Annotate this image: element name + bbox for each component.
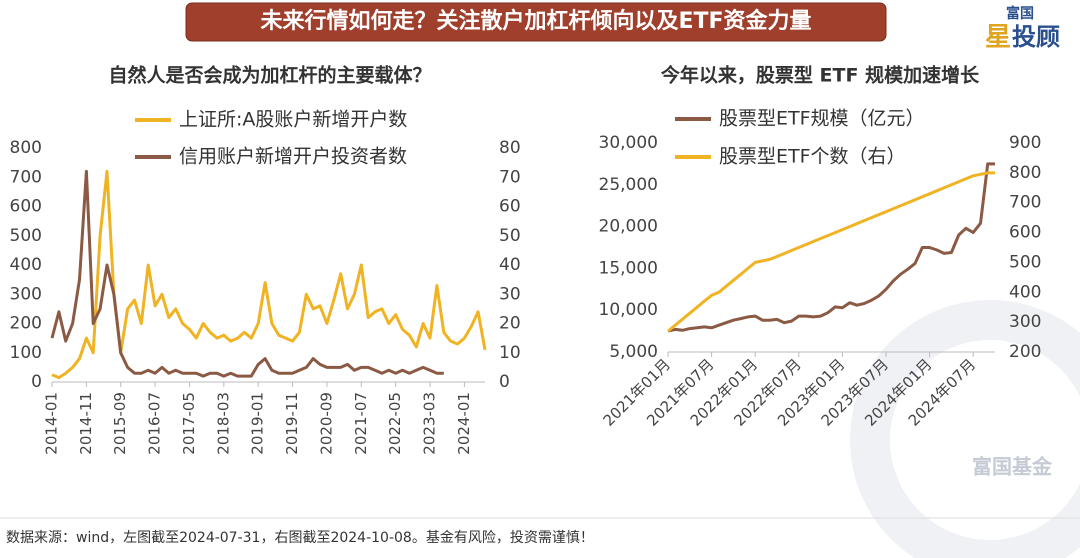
y2-tick-label: 20 bbox=[499, 314, 521, 334]
page-title: 未来行情如何走？关注散户加杠杆倾向以及ETF资金力量 bbox=[260, 8, 811, 34]
footer-source: 数据来源：wind，左图截至2024-07-31，右图截至2024-10-08。… bbox=[6, 529, 594, 546]
x-tick-label: 2019-11 bbox=[283, 392, 301, 455]
y-tick-label: 15,000 bbox=[599, 258, 658, 278]
y-tick-label: 0 bbox=[31, 372, 42, 392]
y2-tick-label: 300 bbox=[1009, 312, 1041, 332]
y2-tick-label: 900 bbox=[1009, 133, 1041, 153]
logo-top: 富国 bbox=[1006, 5, 1034, 22]
logo-main: 投顾 bbox=[1012, 23, 1060, 51]
y-tick-label: 200 bbox=[10, 314, 42, 334]
y-tick-label: 700 bbox=[10, 167, 42, 187]
series-line bbox=[667, 162, 995, 333]
y-tick-label: 10,000 bbox=[599, 300, 658, 320]
y2-tick-label: 30 bbox=[499, 284, 521, 304]
y2-tick-label: 50 bbox=[499, 226, 521, 246]
y-tick-label: 400 bbox=[10, 255, 42, 275]
x-tick-label: 2021-07 bbox=[352, 392, 370, 455]
x-tick-label: 2017-05 bbox=[180, 392, 198, 455]
x-tick-label: 2024-01 bbox=[455, 392, 473, 455]
y2-tick-label: 10 bbox=[499, 343, 521, 363]
y2-tick-label: 400 bbox=[1009, 282, 1041, 302]
y2-tick-label: 0 bbox=[499, 372, 510, 392]
logo-star: 星 bbox=[985, 23, 1011, 53]
legend-label: 信用账户新增开户投资者数 bbox=[179, 146, 407, 168]
x-tick-label: 2014-11 bbox=[77, 392, 95, 455]
x-tick-label: 2023-03 bbox=[421, 392, 439, 455]
title-banner bbox=[185, 2, 887, 42]
x-tick-label: 2020-09 bbox=[317, 392, 335, 455]
x-tick-label: 2016-07 bbox=[146, 392, 164, 455]
y-tick-label: 500 bbox=[10, 226, 42, 246]
x-tick-label: 2015-09 bbox=[111, 392, 129, 455]
series-line bbox=[667, 171, 995, 333]
y2-tick-label: 60 bbox=[499, 197, 521, 217]
y-tick-label: 20,000 bbox=[599, 217, 658, 237]
legend-label: 股票型ETF个数（右） bbox=[719, 146, 906, 168]
y2-tick-label: 700 bbox=[1009, 193, 1041, 213]
y2-tick-label: 80 bbox=[499, 138, 521, 158]
y2-tick-label: 70 bbox=[499, 167, 521, 187]
y2-tick-label: 800 bbox=[1009, 163, 1041, 183]
y-tick-label: 30,000 bbox=[599, 133, 658, 153]
x-tick-label: 2022-05 bbox=[386, 392, 404, 455]
y2-tick-label: 40 bbox=[499, 255, 521, 275]
y-tick-label: 100 bbox=[10, 343, 42, 363]
y-tick-label: 5,000 bbox=[609, 342, 658, 362]
chart-title: 自然人是否会成为加杠杆的主要载体？ bbox=[108, 64, 431, 87]
y2-tick-label: 500 bbox=[1009, 252, 1041, 272]
legend-label: 股票型ETF规模（亿元） bbox=[719, 108, 925, 130]
y2-tick-label: 200 bbox=[1009, 342, 1041, 362]
x-tick-label: 2014-01 bbox=[43, 392, 61, 455]
y-tick-label: 800 bbox=[10, 138, 42, 158]
series-line bbox=[50, 169, 444, 378]
chart-title: 今年以来，股票型 ETF 规模加速增长 bbox=[660, 64, 980, 87]
y2-tick-label: 600 bbox=[1009, 223, 1041, 243]
x-tick-label: 2018-03 bbox=[214, 392, 232, 455]
y-tick-label: 600 bbox=[10, 197, 42, 217]
watermark-graphic bbox=[850, 300, 1080, 558]
y-tick-label: 300 bbox=[10, 284, 42, 304]
watermark: 富国基金 bbox=[972, 455, 1053, 479]
series-line bbox=[51, 169, 487, 380]
y-tick-label: 25,000 bbox=[599, 175, 658, 195]
x-tick-label: 2019-01 bbox=[249, 392, 267, 455]
legend-label: 上证所:A股账户新增开户数 bbox=[179, 109, 407, 131]
